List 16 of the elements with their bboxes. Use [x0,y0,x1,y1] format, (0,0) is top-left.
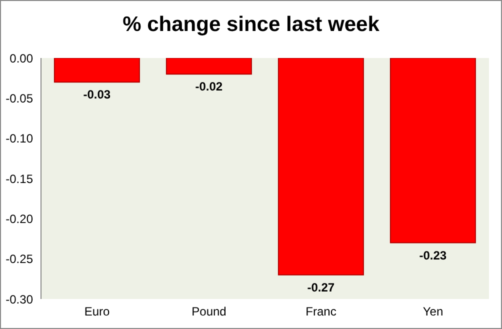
x-tick-label: Euro [84,304,110,319]
y-tick-label: -0.25 [6,252,34,266]
y-tick-label: -0.15 [6,172,34,186]
data-label: -0.27 [307,280,335,294]
data-label: -0.03 [83,88,111,102]
x-tick-label: Yen [422,304,444,319]
x-tick-label: Pound [192,304,226,319]
y-tick-label: 0.00 [10,51,34,66]
data-label: -0.02 [195,80,223,94]
x-tick-label: Franc [306,304,336,319]
data-label: -0.23 [419,248,447,262]
y-tick-label: -0.10 [6,132,34,146]
chart-title: % change since last week [122,13,380,37]
y-tick-label: -0.30 [6,292,34,306]
y-tick-label: -0.05 [6,91,34,106]
y-tick-label: -0.20 [6,212,34,226]
